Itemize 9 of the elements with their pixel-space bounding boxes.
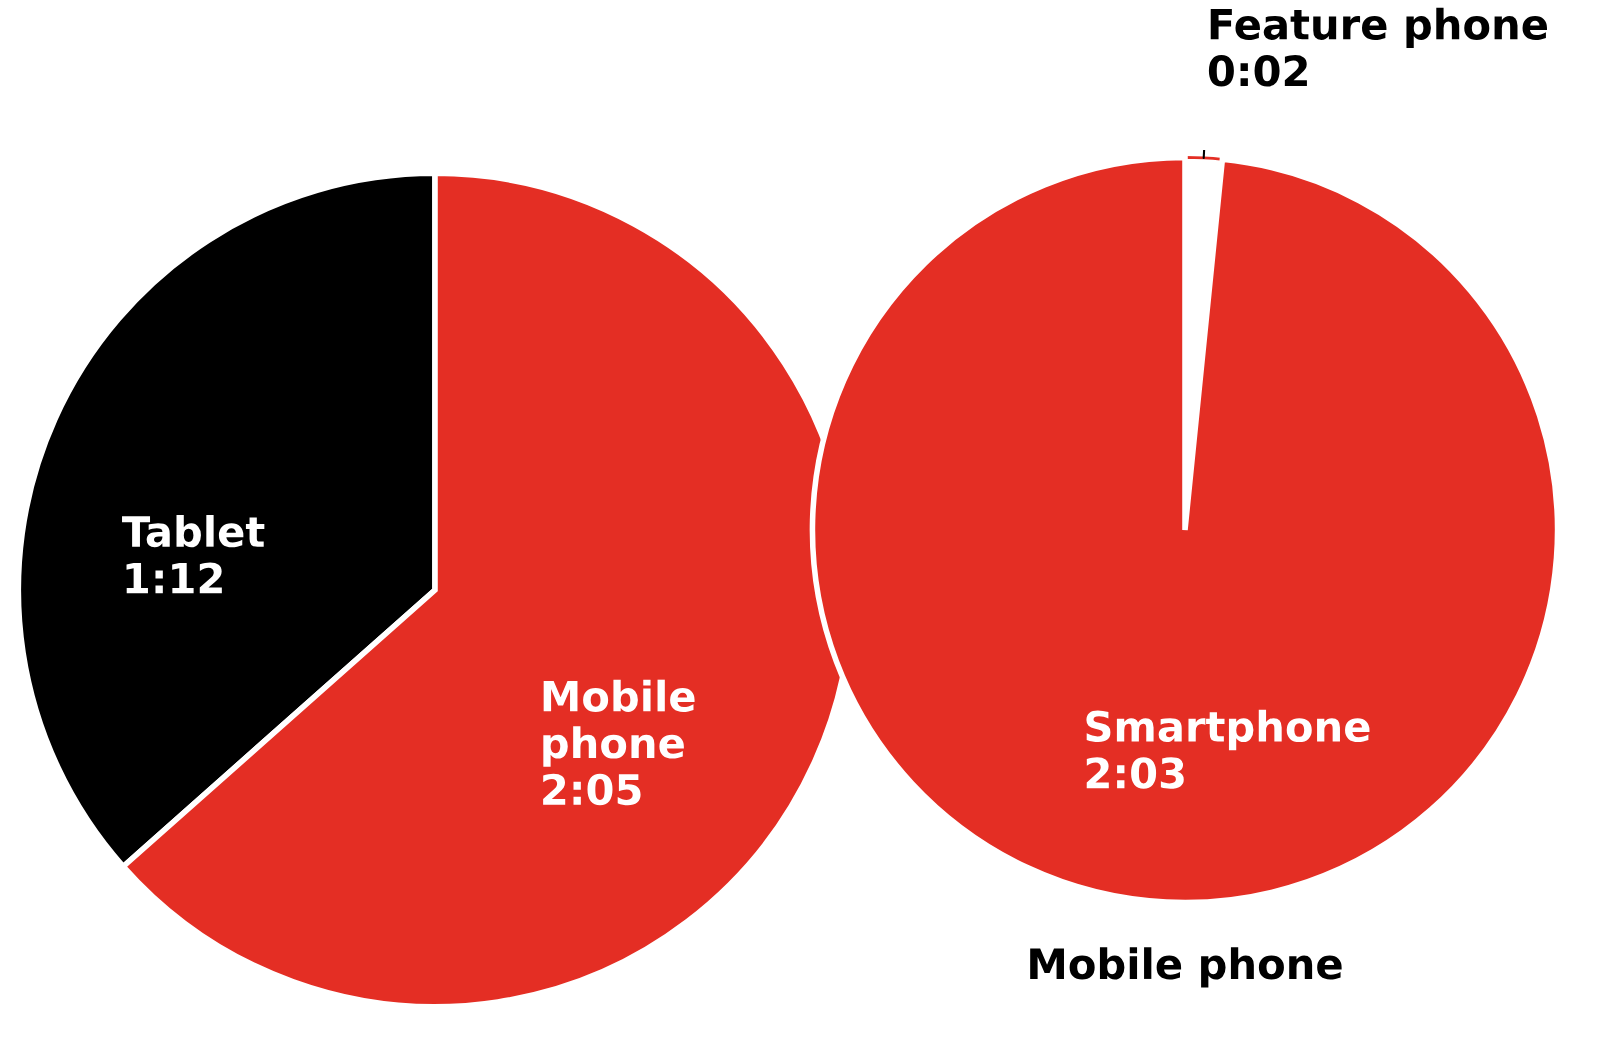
slice-label: Smartphone [1086, 709, 1370, 751]
slice-label: Feature phone [1210, 7, 1547, 49]
data-label: 0:02 [1208, 55, 1307, 87]
slice-label: Mobile phone [543, 679, 695, 767]
text: Mobile phone [1030, 947, 1342, 988]
slice-label: Tablet [122, 515, 265, 548]
data-label: 1:12 [126, 562, 222, 594]
data-label: 2:03 [1086, 757, 1184, 789]
data-label: 2:05 [543, 773, 641, 806]
